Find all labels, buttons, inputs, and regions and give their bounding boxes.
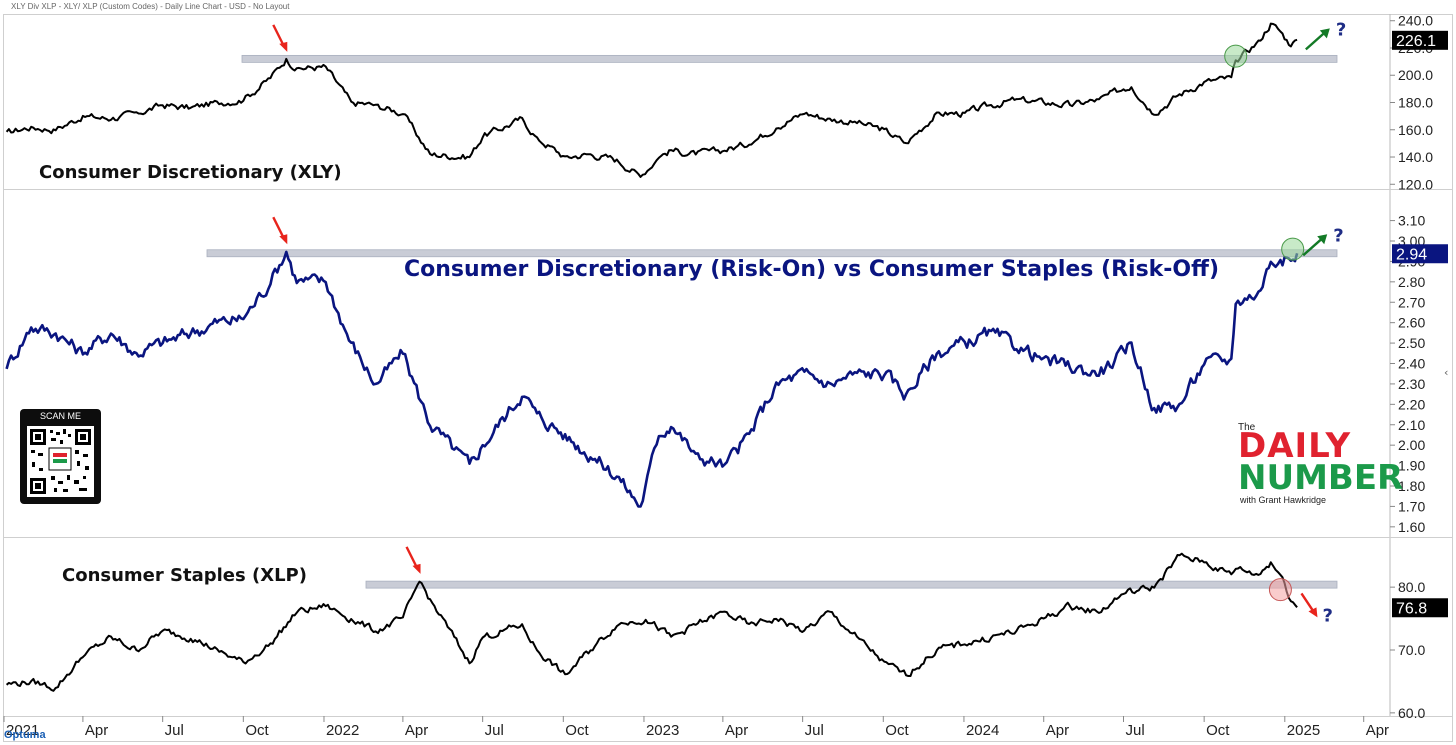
y-tick-label: 1.80 <box>1398 478 1425 494</box>
up-arrow-icon <box>1302 234 1328 257</box>
y-tick-label: 240.0 <box>1398 13 1433 29</box>
y-tick-label: 160.0 <box>1398 122 1433 138</box>
logo-number: NUMBER <box>1238 458 1404 498</box>
x-tick-label: Apr <box>85 722 108 739</box>
x-tick-label: Oct <box>245 722 269 739</box>
panel-xly: 240.0220.0200.0180.0160.0140.0120.0226.1… <box>5 13 1448 192</box>
y-tick-label: 70.0 <box>1398 642 1425 658</box>
x-tick-label: 2023 <box>646 722 679 739</box>
peak-arrow-icon <box>272 24 288 52</box>
x-tick-label: Oct <box>885 722 909 739</box>
ratio-series-line <box>5 250 1299 508</box>
x-tick-label: Jul <box>1125 722 1144 739</box>
panel-xlp: 80.0 70.0 60.0 76.8 Consumer Staples (XLP)? <box>5 546 1448 721</box>
logo-daily: DAILY <box>1238 426 1352 466</box>
y-tick-label: 2.80 <box>1398 274 1425 290</box>
logo-byline: with Grant Hawkridge <box>1240 495 1327 505</box>
y-tick-label: 2.50 <box>1398 335 1425 351</box>
x-tick-label: Apr <box>1366 722 1389 739</box>
resistance-line <box>241 54 1338 63</box>
y-tick-label: 1.60 <box>1398 519 1425 535</box>
qr-label: SCAN ME <box>39 411 81 421</box>
breakout-circle <box>1281 237 1305 261</box>
y-tick-label: 120.0 <box>1398 176 1433 192</box>
xly-title: Consumer Discretionary (XLY) <box>39 162 342 183</box>
last-value-label: 226.1 <box>1396 33 1436 50</box>
chart-frame <box>3 14 1453 742</box>
peak-arrow-icon <box>272 216 288 245</box>
question-mark: ? <box>1333 225 1343 246</box>
qr-code[interactable]: SCAN ME <box>20 409 101 504</box>
xly-series-line <box>5 22 1298 178</box>
qr-code-icon <box>27 426 94 497</box>
ratio-title: Consumer Discretionary (Risk-On) vs Cons… <box>404 257 1219 282</box>
x-tick-label: Jul <box>165 722 184 739</box>
y-tick-label: 2.10 <box>1398 417 1425 433</box>
y-tick-label: 2.40 <box>1398 356 1425 372</box>
y-tick-label: 2.30 <box>1398 376 1425 392</box>
peak-arrow-icon <box>405 546 421 574</box>
down-arrow-icon <box>1300 592 1318 618</box>
last-value-tag <box>1392 598 1448 618</box>
chart-header: XLY Div XLP - XLY/ XLP (Custom Codes) - … <box>11 2 290 11</box>
last-value-label: 2.94 <box>1396 246 1427 263</box>
x-tick-label: 2021 <box>6 722 39 739</box>
collapse-chevron-icon[interactable]: ‹ <box>1444 366 1448 379</box>
xlp-title: Consumer Staples (XLP) <box>62 565 307 586</box>
question-mark: ? <box>1322 605 1332 626</box>
daily-number-logo: The DAILY NUMBER with Grant Hawkridge <box>1238 422 1403 512</box>
x-tick-label: 2024 <box>966 722 999 739</box>
x-tick-label: Apr <box>405 722 428 739</box>
last-value-tag <box>1392 30 1448 50</box>
x-tick-label: 2025 <box>1287 722 1320 739</box>
y-tick-label: 2.00 <box>1398 437 1425 453</box>
last-value-label: 76.8 <box>1396 600 1427 617</box>
resistance-line <box>365 580 1338 589</box>
breakout-circle <box>1224 44 1248 68</box>
x-tick-label: Apr <box>725 722 748 739</box>
xlp-series-line <box>5 552 1298 692</box>
panel-ratio: 3.103.002.902.802.702.602.502.402.302.20… <box>5 213 1448 535</box>
question-mark: ? <box>1336 19 1346 40</box>
x-tick-label: 2022 <box>326 722 359 739</box>
y-tick-label: 1.90 <box>1398 458 1425 474</box>
y-tick-label: 180.0 <box>1398 95 1433 111</box>
breakout-circle <box>1268 578 1292 602</box>
x-tick-label: Oct <box>565 722 589 739</box>
y-tick-label: 1.70 <box>1398 498 1425 514</box>
time-axis: 2021 Apr Jul Oct 2022 Apr Jul Oct 2023 Apr Jul Oct 2… <box>3 716 1389 739</box>
y-tick-label: 200.0 <box>1398 67 1433 83</box>
x-tick-label: Jul <box>485 722 504 739</box>
x-tick-label: Apr <box>1046 722 1069 739</box>
last-value-tag <box>1392 244 1448 264</box>
y-tick-label: 140.0 <box>1398 149 1433 165</box>
x-tick-label: Jul <box>805 722 824 739</box>
optuma-brand: Optuma <box>4 729 46 741</box>
y-tick-label: 2.20 <box>1398 396 1425 412</box>
y-tick-label: 60.0 <box>1398 705 1425 721</box>
up-arrow-icon <box>1305 28 1330 51</box>
y-tick-label: 80.0 <box>1398 579 1425 595</box>
resistance-line <box>206 249 1338 258</box>
y-tick-label: 3.10 <box>1398 213 1425 229</box>
logo-the: The <box>1238 422 1256 433</box>
x-tick-label: Oct <box>1206 722 1230 739</box>
y-tick-label: 2.70 <box>1398 294 1425 310</box>
y-tick-label: 2.60 <box>1398 315 1425 331</box>
